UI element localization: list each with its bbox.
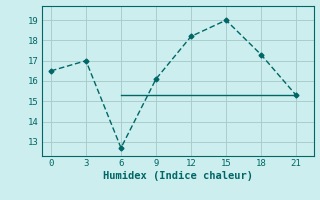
X-axis label: Humidex (Indice chaleur): Humidex (Indice chaleur) — [103, 171, 252, 181]
